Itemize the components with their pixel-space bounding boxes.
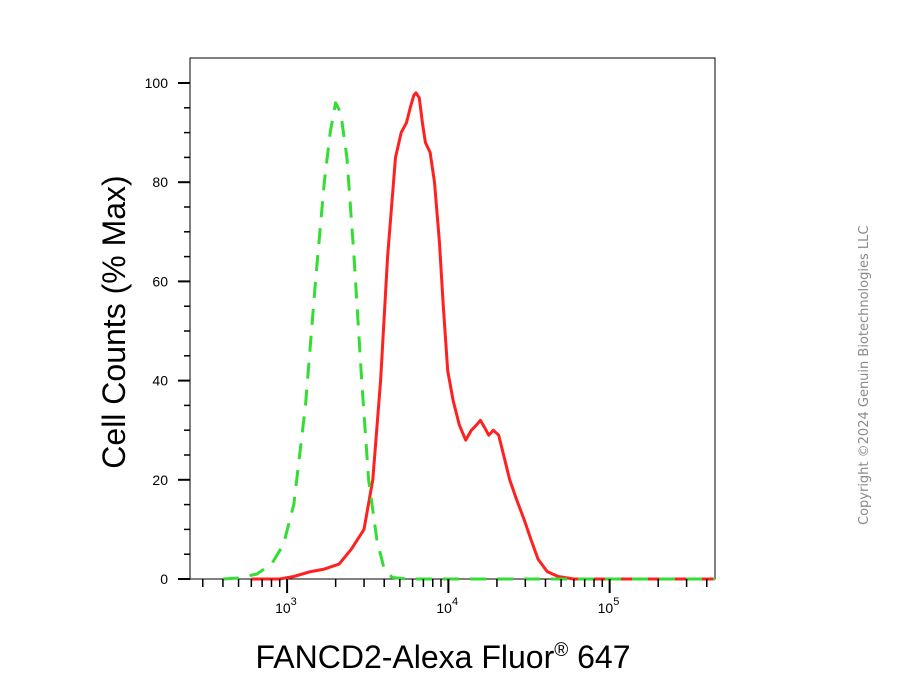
copyright-notice: Copyright ©2024 Genuin Biotechnologies L… <box>857 225 872 525</box>
y-tick-label: 60 <box>152 273 168 289</box>
y-tick-label: 0 <box>160 571 168 587</box>
x-axis-title-sup: ® <box>554 640 568 661</box>
axes-layer: 0 20 40 60 80 100 103 104 105 <box>145 75 708 616</box>
series-line-0 <box>251 91 715 581</box>
series-layer <box>222 91 715 581</box>
y-tick-label: 80 <box>152 174 168 190</box>
x-axis-title-suffix: 647 <box>568 639 630 675</box>
y-tick-label: 20 <box>152 472 168 488</box>
y-tick-label: 100 <box>145 75 169 91</box>
x-tick-label: 105 <box>598 596 620 616</box>
x-axis-title-main: FANCD2-Alexa Fluor <box>255 639 554 675</box>
x-tick-label: 104 <box>436 596 458 616</box>
x-tick-label: 103 <box>275 596 297 616</box>
y-axis-title: Cell Counts (% Max) <box>96 175 132 468</box>
series-line-1 <box>222 101 715 581</box>
x-axis-title: FANCD2-Alexa Fluor® 647 <box>255 639 630 675</box>
plot-frame <box>189 57 716 580</box>
y-tick-label: 40 <box>152 373 168 389</box>
